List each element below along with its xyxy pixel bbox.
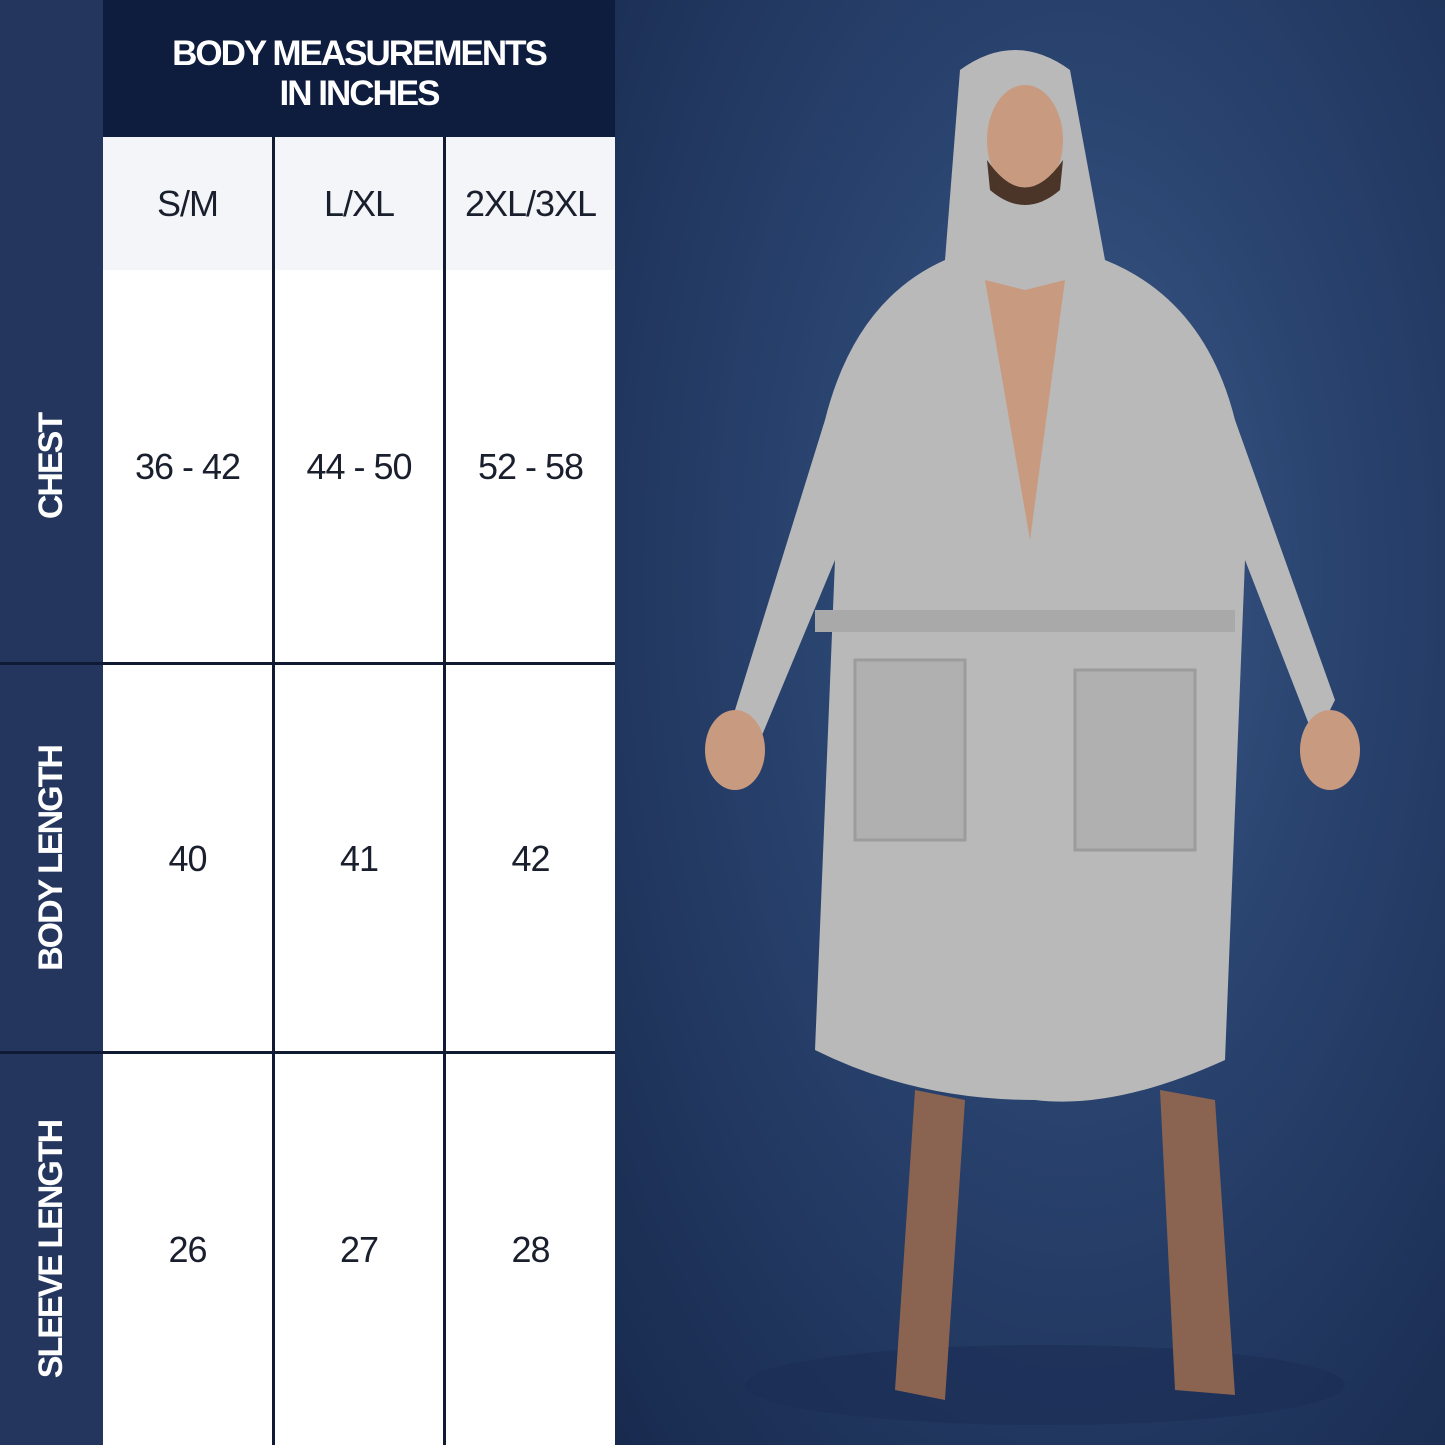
table-cell: 44 - 50 xyxy=(306,445,412,487)
table-cell: 41 xyxy=(339,837,379,879)
table-cell: 40 xyxy=(168,837,207,879)
grid-line xyxy=(272,137,275,1445)
row-label-body-length: BODY LENGTH xyxy=(0,665,103,1052)
table-cell: 42 xyxy=(511,837,550,879)
row-label-sleeve-length: SLEEVE LENGTH xyxy=(0,1054,103,1445)
table-cell: 27 xyxy=(339,1228,379,1270)
size-table: S/M L/XL 2XL/3XL 36 - 42 44 - 50 52 - 58… xyxy=(103,137,615,1445)
grid-line xyxy=(103,662,615,665)
model-photo xyxy=(615,0,1445,1445)
grid-line xyxy=(443,137,446,1445)
size-header: 2XL/3XL xyxy=(446,137,615,270)
title-line-1: BODY MEASUREMENTS xyxy=(172,34,548,73)
divider xyxy=(0,1051,103,1054)
size-header: S/M xyxy=(103,137,272,270)
row-label-text: CHEST xyxy=(32,413,71,520)
row-label-text: BODY LENGTH xyxy=(32,746,70,971)
row-label-chest: CHEST xyxy=(0,270,103,663)
divider xyxy=(0,662,103,665)
table-title: BODY MEASUREMENTS IN INCHES xyxy=(103,0,615,137)
grid-line xyxy=(103,1051,615,1054)
row-label-column: CHEST BODY LENGTH SLEEVE LENGTH xyxy=(0,0,103,1445)
table-cell: 28 xyxy=(511,1228,550,1270)
table-cell: 36 - 42 xyxy=(134,445,241,487)
table-cell: 26 xyxy=(168,1228,207,1270)
table-cell: 52 - 58 xyxy=(477,445,584,487)
size-header: L/XL xyxy=(275,137,443,270)
row-label-text: SLEEVE LENGTH xyxy=(32,1120,70,1379)
title-line-2: IN INCHES xyxy=(279,74,441,113)
robe-model-illustration xyxy=(705,50,1360,1425)
